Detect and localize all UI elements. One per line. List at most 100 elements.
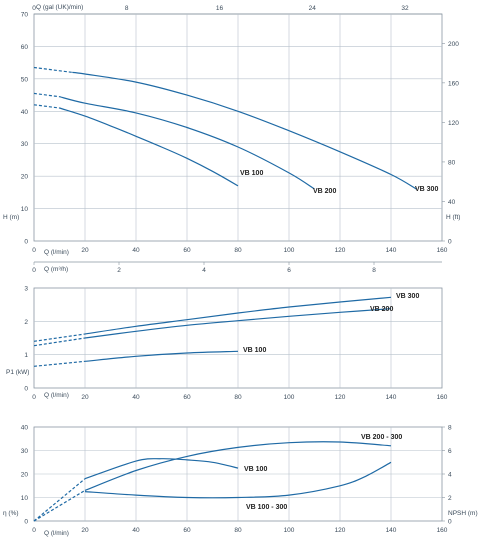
power-x-tick-label: 80 (234, 394, 242, 401)
head-m3h-tick-label: 2 (117, 267, 121, 274)
efficiency-chart-y2label: NPSH (m) (448, 510, 478, 517)
eff-x-tick-label: 140 (386, 527, 397, 534)
eff-y-tick-label: 40 (21, 425, 29, 432)
head-m3h-tick-label: 6 (287, 267, 291, 274)
head-curve-vb-200-dashed (33, 92, 60, 98)
eff-y-tick-label: 0 (24, 519, 28, 526)
head-curve-vb-200 (59, 96, 315, 190)
curve-label-vb-100: VB 100 (244, 466, 267, 473)
eff-x-tick-label: 160 (437, 527, 448, 534)
head-chart-xlabel: Q (l/min) (44, 249, 69, 256)
head-m3h-tick-label: 0 (32, 267, 36, 274)
power-curve-vb-300 (84, 296, 392, 335)
chart-marks: 0 20 40 60 80 100 120 140 1600102030405060700408… (21, 5, 459, 534)
head-top-tick-label: 8 (125, 5, 129, 12)
power-curve-vb-100 (84, 350, 239, 362)
power-x-tick-label: 160 (437, 394, 448, 401)
power-x-tick-label: 0 (32, 394, 36, 401)
head-curve-vb-100-dashed (33, 104, 60, 109)
eff-y2-tick-label: 4 (448, 472, 452, 479)
head-y-tick-label: 70 (21, 12, 29, 19)
head-x-tick-label: 140 (386, 247, 397, 254)
eff-y-tick-label: 20 (21, 472, 29, 479)
curve-label-vb-100: VB 100 (243, 347, 266, 354)
head-x-tick-label: 120 (335, 247, 346, 254)
head-m3h-tick-label: 8 (372, 267, 376, 274)
head-y-tick-label: 50 (21, 76, 29, 83)
eff-curve-vb-200-300 (84, 441, 392, 491)
head-top-tick-label: 16 (216, 5, 224, 12)
efficiency-npsh-chart: η (%) NPSH (m) Q (l/min) (3, 426, 478, 537)
head-chart: Q (gal (UK)/min) H (m) H (ft) Q (l/min) … (3, 4, 460, 273)
head-curve-vb-300-dashed (33, 66, 73, 73)
efficiency-chart-xlabel: Q (l/min) (44, 530, 69, 537)
head-curve-vb-100 (59, 107, 239, 187)
eff-x-tick-label: 40 (132, 527, 140, 534)
power-x-tick-label: 100 (284, 394, 295, 401)
eff-y-tick-label: 10 (21, 495, 29, 502)
eff-curve-vb-100 (84, 458, 239, 480)
head-y-tick-label: 30 (21, 141, 29, 148)
head-y-tick-label: 60 (21, 44, 29, 51)
head-y-tick-label: 0 (24, 239, 28, 246)
eff-y-tick-label: 30 (21, 448, 29, 455)
head-x-tick-label: 100 (284, 247, 295, 254)
head-y2-tick-label: 200 (448, 41, 459, 48)
eff-x-tick-label: 0 (32, 527, 36, 534)
eff-x-tick-label: 100 (284, 527, 295, 534)
eff-x-tick-label: 120 (335, 527, 346, 534)
power-curve-vb-200 (84, 308, 392, 339)
head-chart-ylabel: H (m) (3, 214, 19, 221)
head-curve-vb-300 (72, 71, 417, 190)
head-chart-y2label: H (ft) (446, 214, 460, 221)
eff-curve-vb-100-300 (84, 461, 392, 499)
head-x-tick-label: 60 (183, 247, 191, 254)
power-y-tick-label: 2 (24, 319, 28, 326)
curve-label-vb-300: VB 300 (396, 293, 419, 300)
head-y2-tick-label: 0 (448, 239, 452, 246)
curve-label-vb-100: VB 100 (240, 170, 263, 177)
head-top-tick-label: 0 (32, 5, 36, 12)
head-y2-tick-label: 160 (448, 80, 459, 87)
power-x-tick-label: 140 (386, 394, 397, 401)
eff-y2-tick-label: 2 (448, 495, 452, 502)
head-y-tick-label: 20 (21, 174, 29, 181)
head-y-tick-label: 10 (21, 206, 29, 213)
power-y-tick-label: 1 (24, 352, 28, 359)
power-x-tick-label: 40 (132, 394, 140, 401)
curve-label-vb-200-300: VB 200 - 300 (361, 434, 402, 441)
eff-y2-tick-label: 8 (448, 425, 452, 432)
eff-curve-vb-200-300-dashed (33, 489, 86, 522)
efficiency-chart-ylabel: η (%) (3, 510, 19, 517)
curve-label-vb-300: VB 300 (415, 186, 438, 193)
curve-label-vb-200: VB 200 (370, 306, 393, 313)
head-top-tick-label: 24 (309, 5, 317, 12)
head-y2-tick-label: 80 (448, 159, 456, 166)
power-curve-vb-200-dashed (33, 337, 86, 347)
head-x-tick-label: 20 (81, 247, 89, 254)
power-chart: P1 (kW) Q (l/min) (6, 287, 443, 399)
eff-x-tick-label: 80 (234, 527, 242, 534)
eff-y2-tick-label: 0 (448, 519, 452, 526)
head-x-tick-label: 40 (132, 247, 140, 254)
power-chart-xlabel: Q (l/min) (44, 392, 69, 399)
power-curve-vb-100-dashed (33, 360, 86, 367)
power-curve-vb-300-dashed (33, 333, 86, 342)
eff-x-tick-label: 20 (81, 527, 89, 534)
power-y-tick-label: 0 (24, 386, 28, 393)
eff-curve-vb-100-dashed (33, 478, 86, 522)
eff-x-tick-label: 60 (183, 527, 191, 534)
head-x-tick-label: 160 (437, 247, 448, 254)
head-y2-tick-label: 40 (448, 199, 456, 206)
head-x-tick-label: 80 (234, 247, 242, 254)
head-m3h-tick-label: 4 (202, 267, 206, 274)
head-chart-top-axis-label: Q (gal (UK)/min) (36, 4, 83, 11)
curve-label-vb-200: VB 200 (313, 188, 336, 195)
head-y-tick-label: 40 (21, 109, 29, 116)
curve-label-vb-100-300: VB 100 - 300 (246, 504, 287, 511)
power-x-tick-label: 20 (81, 394, 89, 401)
head-y2-tick-label: 120 (448, 120, 459, 127)
eff-y2-tick-label: 6 (448, 448, 452, 455)
head-top-tick-label: 32 (401, 5, 409, 12)
